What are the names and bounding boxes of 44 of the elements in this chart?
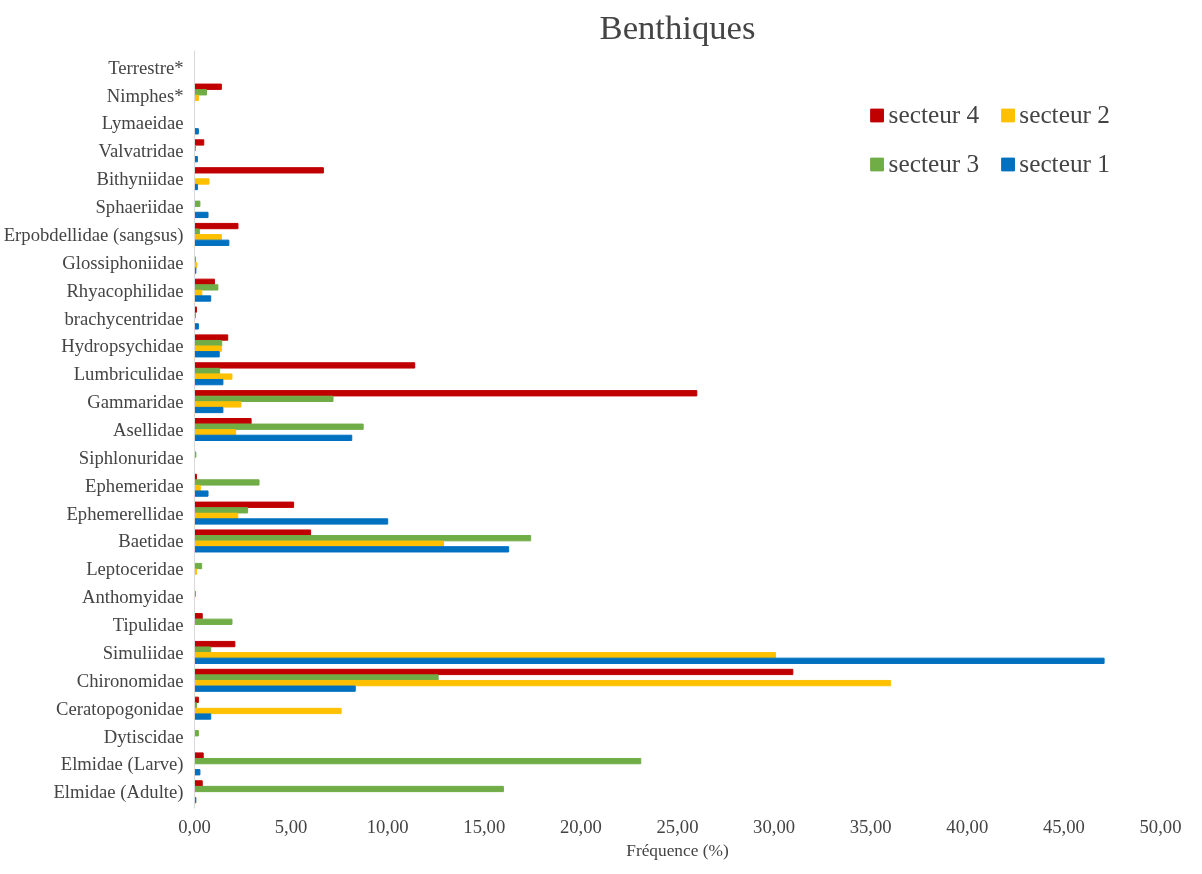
y-tick-label: Elmidae (Larve) bbox=[60, 753, 184, 776]
y-tick-label: Chironomidae bbox=[76, 669, 184, 691]
x-tick-label: 30,00 bbox=[753, 815, 796, 837]
y-tick-label: Lumbriculidae bbox=[73, 363, 184, 385]
y-tick-label: Erpobdellidae (sangsus) bbox=[3, 223, 184, 246]
y-tick-label: Glossiphoniidae bbox=[62, 251, 184, 273]
y-tick-label: Asellidae bbox=[113, 419, 184, 440]
y-tick-label: Dytiscidae bbox=[103, 725, 184, 747]
y-tick-label: brachycentridae bbox=[64, 307, 184, 329]
x-tick-label: 5,00 bbox=[274, 815, 308, 837]
chart-title: Benthiques bbox=[599, 7, 756, 46]
y-tick-label: Gammaridae bbox=[87, 391, 184, 413]
x-tick-label: 35,00 bbox=[849, 815, 892, 837]
y-tick-label: Nimphes* bbox=[106, 84, 184, 106]
y-tick-label: Simuliidae bbox=[102, 641, 184, 663]
legend-label: secteur 1 bbox=[1019, 149, 1110, 178]
y-tick-label: Sphaeriidae bbox=[95, 196, 184, 218]
x-axis-title: Fréquence (%) bbox=[626, 840, 729, 860]
y-tick-label: Lymaeidae bbox=[101, 112, 184, 134]
y-tick-label: Bithyniidae bbox=[96, 168, 184, 190]
y-tick-label: Rhyacophilidae bbox=[66, 279, 184, 301]
x-tick-label: 50,00 bbox=[1139, 815, 1182, 837]
x-tick-label: 20,00 bbox=[559, 815, 602, 837]
y-tick-label: Hydropsychidae bbox=[61, 335, 184, 357]
x-tick-label: 10,00 bbox=[366, 815, 409, 837]
y-tick-label: Ephemerellidae bbox=[66, 502, 184, 524]
y-tick-label: Ceratopogonidae bbox=[56, 697, 184, 719]
y-tick-label: Anthomyidae bbox=[81, 586, 184, 608]
legend-label: secteur 4 bbox=[888, 100, 980, 129]
y-tick-label: Siphlonuridae bbox=[78, 446, 184, 468]
y-tick-label: Ephemeridae bbox=[85, 474, 184, 496]
y-tick-label: Valvatridae bbox=[98, 140, 184, 162]
y-tick-label: Baetidae bbox=[118, 530, 184, 552]
x-tick-label: 45,00 bbox=[1042, 815, 1085, 837]
y-tick-label: Leptoceridae bbox=[86, 558, 184, 580]
legend-label: secteur 3 bbox=[888, 149, 980, 178]
x-tick-label: 15,00 bbox=[463, 815, 506, 837]
y-tick-label: Terrestre* bbox=[108, 56, 184, 78]
x-tick-label: 25,00 bbox=[656, 815, 699, 837]
legend-label: secteur 2 bbox=[1019, 100, 1110, 129]
x-tick-label: 40,00 bbox=[946, 815, 989, 837]
y-tick-label: Elmidae (Adulte) bbox=[53, 781, 184, 804]
y-tick-label: Tipulidae bbox=[112, 614, 184, 636]
x-tick-label: 0,00 bbox=[178, 815, 211, 837]
